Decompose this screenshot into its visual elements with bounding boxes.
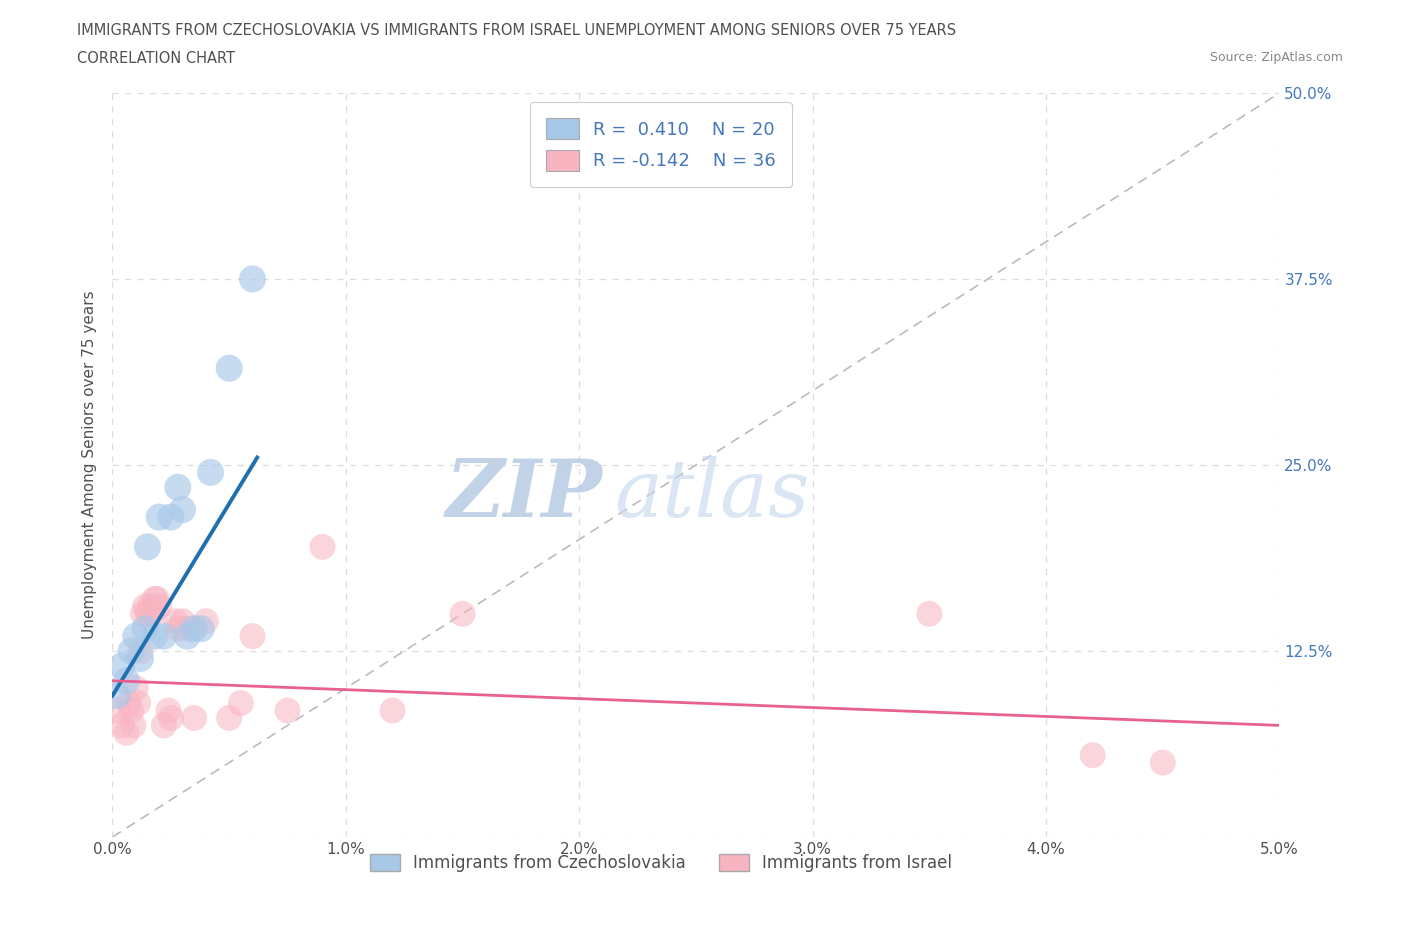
Point <box>153 718 176 733</box>
Point <box>229 696 252 711</box>
Point <box>148 599 170 614</box>
Point <box>122 718 145 733</box>
Point <box>115 725 138 740</box>
Point <box>451 606 474 621</box>
Text: ZIP: ZIP <box>446 456 603 534</box>
Point <box>134 621 156 636</box>
Point <box>194 614 217 629</box>
Point <box>141 606 163 621</box>
Y-axis label: Unemployment Among Seniors over 75 years: Unemployment Among Seniors over 75 years <box>82 291 97 639</box>
Point <box>132 606 155 621</box>
Point <box>129 644 152 658</box>
Point <box>148 510 170 525</box>
Point <box>277 703 299 718</box>
Text: IMMIGRANTS FROM CZECHOSLOVAKIA VS IMMIGRANTS FROM ISRAEL UNEMPLOYMENT AMONG SENI: IMMIGRANTS FROM CZECHOSLOVAKIA VS IMMIGR… <box>77 23 956 38</box>
Point <box>311 539 333 554</box>
Point <box>143 591 166 606</box>
Point <box>111 718 134 733</box>
Point <box>143 629 166 644</box>
Point <box>115 673 138 688</box>
Point <box>1081 748 1104 763</box>
Point <box>218 711 240 725</box>
Point <box>190 621 212 636</box>
Point <box>165 614 187 629</box>
Point <box>120 703 142 718</box>
Point <box>136 539 159 554</box>
Text: CORRELATION CHART: CORRELATION CHART <box>77 51 235 66</box>
Point <box>129 651 152 666</box>
Point <box>105 703 128 718</box>
Text: Source: ZipAtlas.com: Source: ZipAtlas.com <box>1209 51 1343 64</box>
Point <box>1152 755 1174 770</box>
Point <box>166 621 188 636</box>
Point <box>381 703 404 718</box>
Point <box>172 502 194 517</box>
Point <box>118 696 141 711</box>
Point <box>160 510 183 525</box>
Point <box>176 629 198 644</box>
Point <box>125 681 148 696</box>
Point <box>166 480 188 495</box>
Point <box>176 621 198 636</box>
Point <box>139 599 162 614</box>
Point <box>183 621 205 636</box>
Point <box>134 599 156 614</box>
Point <box>200 465 222 480</box>
Legend: Immigrants from Czechoslovakia, Immigrants from Israel: Immigrants from Czechoslovakia, Immigran… <box>361 846 960 881</box>
Point <box>918 606 941 621</box>
Point <box>105 688 128 703</box>
Point <box>111 658 134 673</box>
Point <box>120 644 142 658</box>
Point <box>242 272 264 286</box>
Point <box>172 614 194 629</box>
Point <box>153 629 176 644</box>
Point <box>160 711 183 725</box>
Point <box>183 711 205 725</box>
Point <box>146 591 169 606</box>
Point <box>136 606 159 621</box>
Point <box>125 629 148 644</box>
Point <box>242 629 264 644</box>
Point <box>157 703 180 718</box>
Point <box>127 696 149 711</box>
Text: atlas: atlas <box>614 456 810 534</box>
Point <box>218 361 240 376</box>
